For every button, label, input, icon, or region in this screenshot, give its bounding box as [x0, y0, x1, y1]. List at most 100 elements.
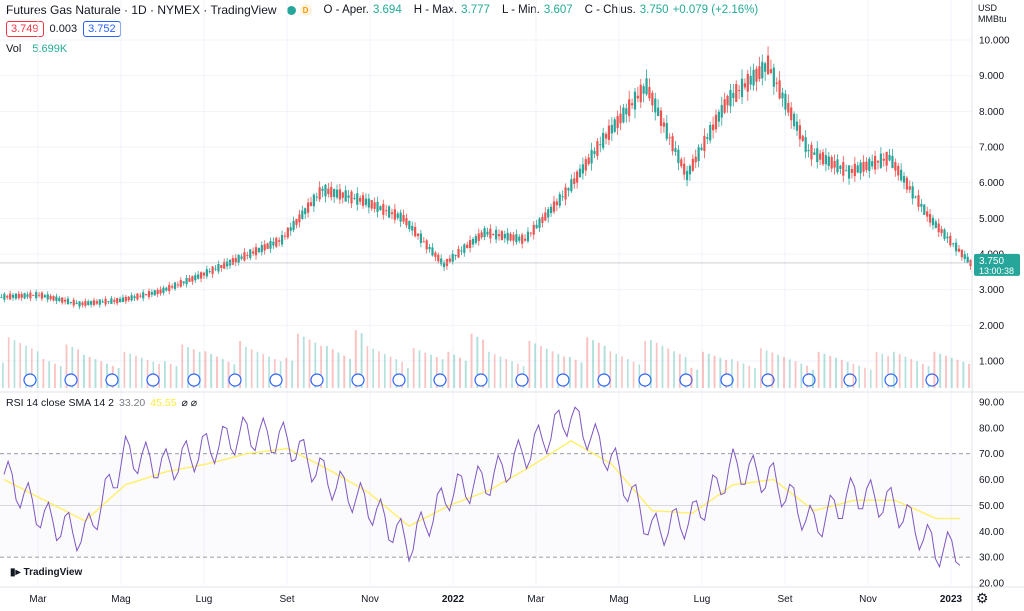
candle-body — [902, 176, 906, 183]
ask-button[interactable]: 3.752 — [83, 21, 121, 37]
event-marker-icon — [23, 373, 37, 387]
candle-body — [260, 245, 263, 253]
candle-body — [549, 206, 553, 214]
volume-bar — [898, 354, 901, 388]
volume-bar — [424, 352, 427, 388]
candle-body — [165, 287, 168, 291]
candle-body — [460, 250, 463, 252]
candle-body — [40, 292, 44, 299]
rsi-tick-label: 40.00 — [979, 527, 1004, 538]
candle-body — [113, 299, 116, 302]
candle-body — [610, 124, 613, 134]
candle-body — [778, 80, 781, 99]
candle-body — [593, 151, 596, 155]
volume-bar — [204, 351, 207, 388]
volume-bar — [777, 354, 780, 388]
candle-body — [764, 63, 767, 72]
candle-body — [876, 160, 880, 163]
volume-label[interactable]: Vol — [6, 43, 22, 55]
volume-bar — [250, 349, 253, 388]
candle-body — [396, 213, 399, 219]
candle-body — [576, 171, 579, 183]
event-marker-icon — [843, 373, 857, 387]
candle-body — [940, 229, 943, 234]
event-marker-icon — [720, 373, 734, 387]
volume-bar — [314, 342, 317, 388]
volume-bar — [268, 356, 270, 388]
candle-body — [703, 135, 706, 152]
price-tick-label: 1.000 — [979, 357, 1004, 368]
tradingview-logo[interactable]: ▮▸ TradingView — [10, 567, 82, 578]
price-tick-label: 3.000 — [979, 285, 1004, 296]
candle-body — [821, 152, 825, 165]
candle-body — [726, 95, 729, 106]
candle-body — [772, 67, 775, 87]
candle-body — [668, 137, 671, 139]
volume-bar — [210, 353, 213, 388]
candle-body — [101, 301, 104, 303]
candle-body — [390, 212, 394, 215]
gear-icon[interactable]: ⚙ — [976, 590, 989, 606]
candle-body — [503, 233, 506, 239]
candle-body — [706, 137, 709, 139]
candle-body — [451, 253, 454, 262]
candle-body — [628, 99, 631, 117]
volume-bar — [123, 351, 126, 388]
time-tick-label: 2022 — [442, 594, 465, 605]
volume-bar — [36, 351, 39, 388]
volume-bar — [458, 357, 461, 388]
candle-body — [752, 69, 755, 86]
bid-button[interactable]: 3.749 — [6, 21, 44, 37]
volume-bar — [308, 339, 311, 388]
candle-body — [952, 243, 955, 245]
delayed-data-badge[interactable]: D — [299, 4, 312, 16]
candle-body — [596, 141, 599, 156]
volume-bar — [158, 363, 160, 388]
volume-bar — [297, 333, 299, 388]
candle-body — [278, 240, 281, 242]
candle-body — [813, 152, 816, 155]
candle-body — [20, 294, 23, 298]
volume-bar — [470, 333, 473, 388]
volume-bar — [366, 346, 369, 388]
candle-body — [833, 161, 836, 168]
rsi-line — [3, 406, 961, 569]
currency-unit[interactable]: USD MMBtu — [978, 3, 1007, 25]
candle-body — [58, 297, 61, 302]
volume-bar — [383, 353, 386, 388]
volume-bar — [221, 359, 224, 388]
volume-bar — [811, 369, 814, 388]
volume-bar — [325, 346, 328, 388]
candle-body — [295, 218, 298, 225]
candle-body — [847, 165, 851, 179]
candle-body — [136, 293, 139, 300]
candle-body — [555, 201, 558, 206]
candle-body — [483, 228, 486, 238]
volume-bar — [302, 336, 305, 388]
symbol-title[interactable]: Futures Gas Naturale · 1D · NYMEX · Trad… — [6, 3, 277, 17]
candle-body — [280, 235, 284, 245]
volume-bar — [962, 361, 965, 388]
tv-logo-icon: ▮▸ — [10, 567, 21, 578]
candle-body — [240, 256, 243, 259]
price-tick-label: 5.000 — [979, 214, 1004, 225]
volume-bar — [829, 355, 832, 388]
candle-body — [289, 227, 292, 231]
rsi-visibility-icons[interactable]: ⌀ ⌀ — [181, 397, 198, 409]
volume-bar — [169, 363, 172, 388]
volume-bar — [788, 359, 791, 388]
volume-bar — [464, 360, 467, 388]
candle-body — [839, 165, 842, 169]
candle-body — [330, 187, 333, 198]
sma-line — [3, 439, 960, 527]
candle-body — [888, 154, 891, 161]
candle-body — [758, 66, 761, 79]
rsi-label[interactable]: RSI 14 close SMA 14 2 — [6, 397, 114, 409]
candle-body — [66, 298, 70, 305]
time-tick-label: Nov — [361, 594, 379, 605]
candle-body — [495, 229, 498, 240]
volume-bar — [493, 354, 496, 388]
volume-bar — [921, 363, 924, 388]
volume-bar — [910, 358, 913, 388]
